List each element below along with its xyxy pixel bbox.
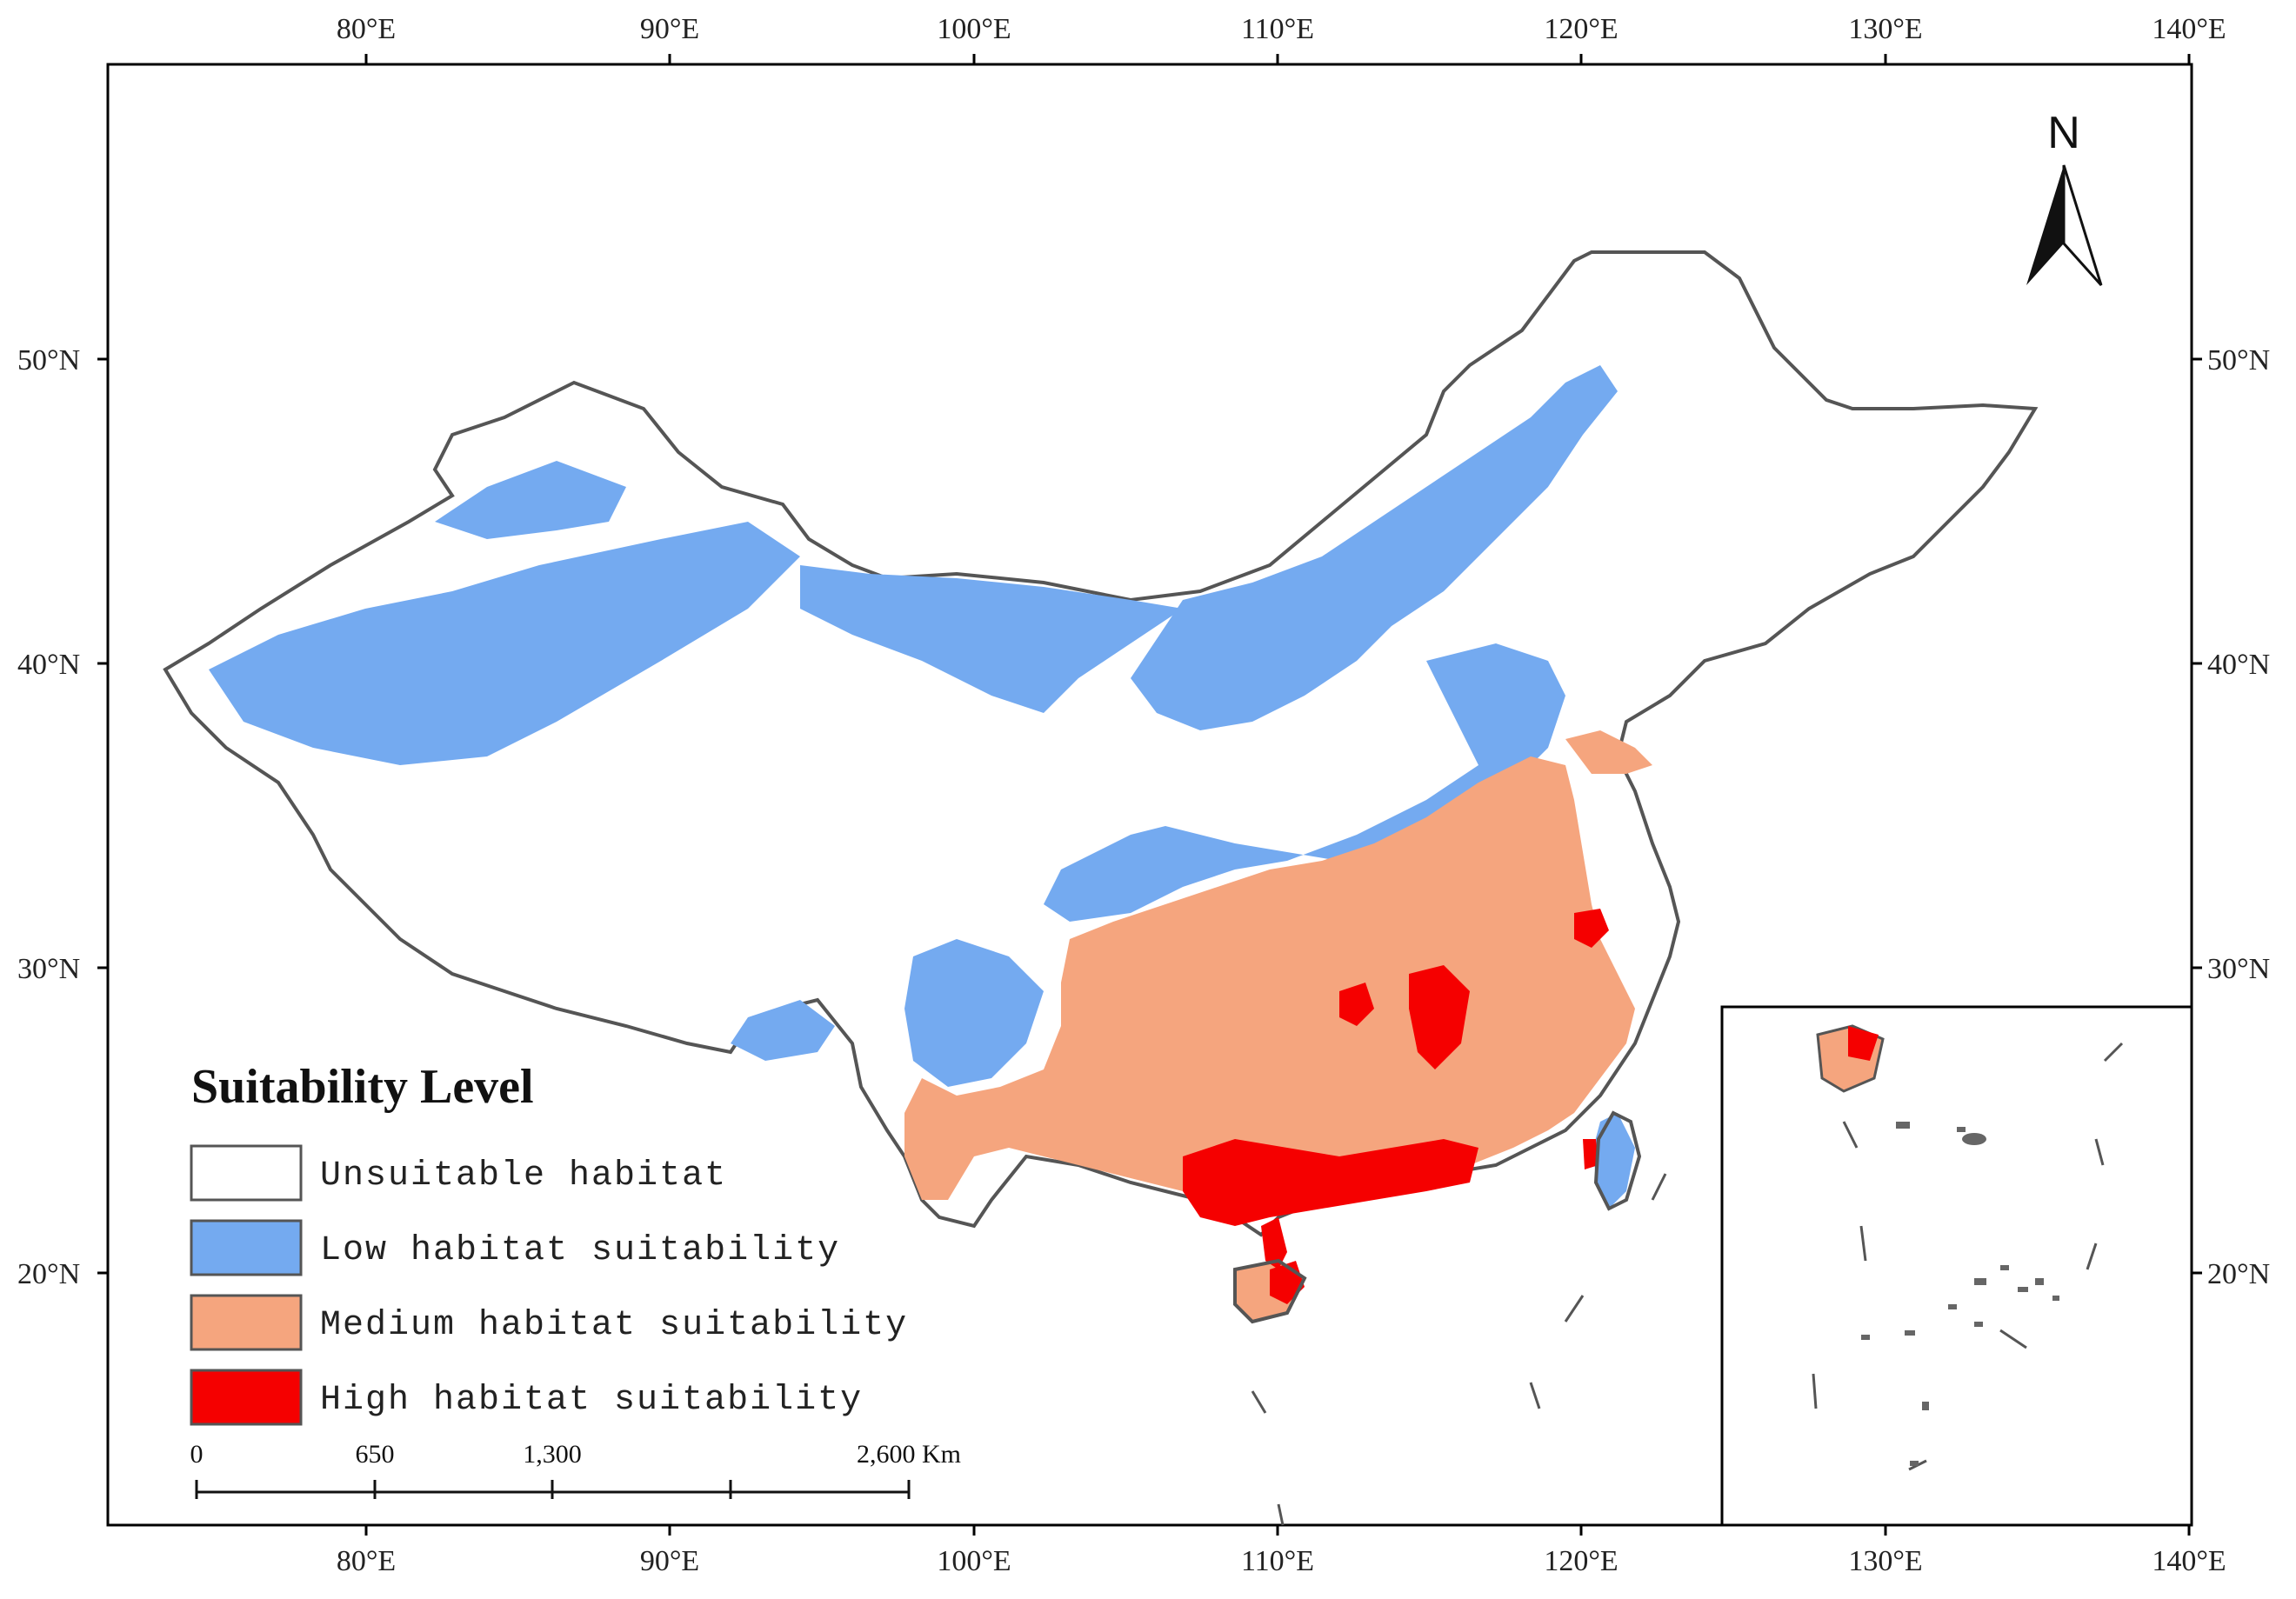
- north-label: N: [2047, 108, 2080, 158]
- low-suitability-regions: [209, 365, 1635, 1209]
- lat-label-right: 50°N: [2207, 344, 2270, 376]
- scale-label: 2,600 Km: [857, 1440, 961, 1469]
- lat-ticks-left: [97, 357, 108, 1275]
- legend-label-high: High habitat suitability: [320, 1381, 863, 1420]
- inset-frame: [1720, 1005, 2193, 1527]
- legend-label-unsuitable: Unsuitable habitat: [320, 1156, 727, 1196]
- taiwan-outline: [1593, 1110, 1642, 1211]
- lon-ticks-top: [364, 54, 2191, 64]
- lon-ticks-bottom: [364, 1525, 2191, 1536]
- nine-dash-line: [1251, 1173, 1667, 1526]
- legend-swatch-low: [190, 1219, 303, 1276]
- legend-label-medium: Medium habitat suitability: [320, 1306, 908, 1345]
- north-arrow-icon: N: [2026, 108, 2103, 287]
- scale-label: 1,300: [523, 1440, 582, 1469]
- lon-label-top: 110°E: [1241, 13, 1314, 45]
- scale-label: 650: [356, 1440, 395, 1469]
- legend-title: Suitability Level: [191, 1060, 534, 1114]
- lon-label-bottom: 120°E: [1544, 1545, 1618, 1577]
- lon-label-top: 120°E: [1544, 13, 1618, 45]
- lat-label-right: 20°N: [2207, 1258, 2270, 1290]
- lat-label-left: 30°N: [17, 953, 80, 985]
- lon-label-bottom: 140°E: [2152, 1545, 2226, 1577]
- lon-label-top: 100°E: [937, 13, 1011, 45]
- lon-label-bottom: 130°E: [1848, 1545, 1922, 1577]
- lat-label-left: 40°N: [17, 649, 80, 681]
- lon-label-bottom: 110°E: [1241, 1545, 1314, 1577]
- legend-swatch-high: [190, 1369, 303, 1426]
- legend-swatch-medium: [190, 1294, 303, 1351]
- lon-label-bottom: 80°E: [337, 1545, 396, 1577]
- lon-label-top: 130°E: [1848, 13, 1922, 45]
- lat-ticks-right: [2192, 357, 2202, 1275]
- hainan-outline: [1233, 1258, 1307, 1324]
- inset-islands: [1861, 1122, 2059, 1466]
- lon-label-top: 80°E: [337, 13, 396, 45]
- legend: Suitability Level Unsuitable habitat Low…: [190, 1060, 908, 1426]
- inset-hainan-high: [1848, 1026, 1879, 1061]
- lon-label-top: 140°E: [2152, 13, 2226, 45]
- lat-label-right: 40°N: [2207, 649, 2270, 681]
- lon-label-top: 90°E: [640, 13, 699, 45]
- lon-label-bottom: 90°E: [640, 1545, 699, 1577]
- lat-label-left: 50°N: [17, 344, 80, 376]
- scale-bar: 0 650 1,300 2,600 Km: [190, 1440, 961, 1499]
- lat-label-left: 20°N: [17, 1258, 80, 1290]
- legend-swatch-unsuitable: [190, 1144, 303, 1202]
- scale-label: 0: [190, 1440, 204, 1469]
- lat-label-right: 30°N: [2207, 953, 2270, 985]
- lon-label-bottom: 100°E: [937, 1545, 1011, 1577]
- legend-label-low: Low habitat suitability: [320, 1231, 840, 1270]
